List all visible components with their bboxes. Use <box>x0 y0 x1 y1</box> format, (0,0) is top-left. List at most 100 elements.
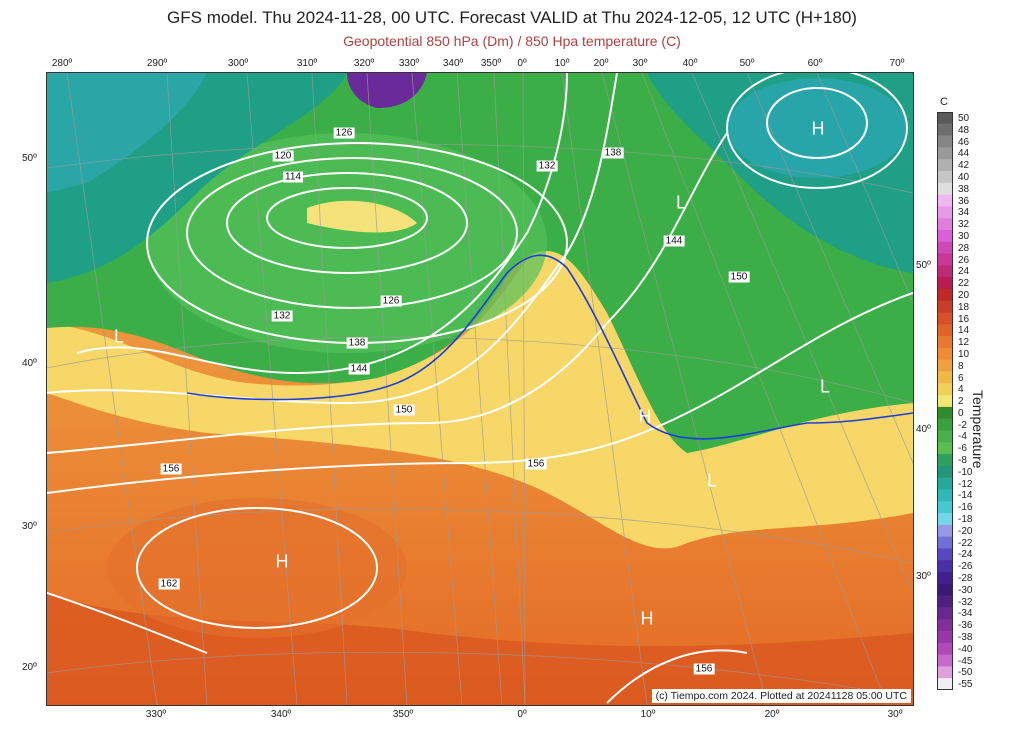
legend-label: 24 <box>958 266 970 278</box>
legend-swatch <box>937 524 953 538</box>
weather-map[interactable]: H H H H L L L L 114 120 126 126 132 132 … <box>46 72 914 706</box>
legend-swatch <box>937 536 953 549</box>
legend-label: -16 <box>958 502 973 514</box>
contour-label: 126 <box>380 295 402 307</box>
contour-label: 114 <box>283 171 303 183</box>
pressure-center-low: L <box>675 192 687 213</box>
legend-label: -14 <box>958 490 973 502</box>
legend-swatch <box>937 406 953 420</box>
legend-swatch <box>937 288 953 302</box>
legend-label: -20 <box>958 525 973 537</box>
legend-label: 48 <box>958 124 970 136</box>
legend-label: -50 <box>958 667 973 679</box>
legend-swatch <box>937 159 953 172</box>
legend-swatch <box>937 654 953 667</box>
temperature-field-greenland <box>347 73 427 108</box>
legend-swatch <box>937 489 953 502</box>
bottom-lon-label: 10º <box>640 709 656 720</box>
contour-label: 120 <box>272 150 294 162</box>
legend-swatch <box>937 347 953 361</box>
legend-swatch <box>937 642 953 656</box>
right-lat-label: 50º <box>916 260 931 271</box>
legend-label: 4 <box>958 384 964 396</box>
contour-label: 150 <box>393 404 415 416</box>
top-lon-label: 50º <box>739 58 755 69</box>
warm-sector <box>307 200 417 233</box>
bottom-lon-label: 340º <box>270 709 292 720</box>
legend-swatch <box>937 312 953 325</box>
legend-label: 38 <box>958 183 970 195</box>
legend-swatch <box>937 123 953 137</box>
legend-label: 42 <box>958 160 970 172</box>
legend-label: -55 <box>958 679 973 691</box>
legend-label: 34 <box>958 207 970 219</box>
chart-subtitle: Geopotential 850 hPa (Dm) / 850 Hpa temp… <box>343 33 681 49</box>
pressure-center-low: L <box>706 470 718 491</box>
top-lon-label: 20º <box>593 58 609 69</box>
top-lon-label: 350º <box>480 58 502 69</box>
bottom-lon-label: 30º <box>887 709 903 720</box>
legend-swatch <box>937 442 953 455</box>
contour-label: 132 <box>536 160 558 172</box>
top-lon-label: 340º <box>442 58 464 69</box>
left-lat-label: 30º <box>22 521 37 532</box>
graticule <box>47 73 913 705</box>
legend-label: -45 <box>958 655 973 667</box>
legend-label: 20 <box>958 289 970 301</box>
legend-label: 0 <box>958 407 964 419</box>
legend-label: 50 <box>958 113 970 124</box>
contour-label: 156 <box>160 463 182 475</box>
legend-swatch <box>937 253 953 266</box>
legend-swatch <box>937 513 953 526</box>
credit-text: (c) Tiempo.com 2024. Plotted at 20241128… <box>651 689 911 703</box>
temperature-field-hot <box>47 593 913 705</box>
legend-swatch <box>937 583 953 597</box>
legend-label: 14 <box>958 325 970 337</box>
top-lon-label: 290º <box>146 58 168 69</box>
contour-label: 132 <box>271 310 293 322</box>
contour-label: 156 <box>693 663 715 675</box>
left-lat-label: 40º <box>22 358 37 369</box>
top-lon-label: 40º <box>682 58 698 69</box>
legend-swatch <box>937 595 953 608</box>
legend-label: 22 <box>958 278 970 290</box>
legend-swatch <box>937 265 953 278</box>
legend-swatch <box>937 194 953 207</box>
legend-label: -26 <box>958 561 973 573</box>
legend-swatch <box>937 418 953 431</box>
legend-swatch <box>937 336 953 349</box>
legend-label: -10 <box>958 466 973 478</box>
legend-swatch <box>937 218 953 231</box>
legend-swatch <box>937 206 953 219</box>
legend-label: 16 <box>958 313 970 325</box>
chart-title: GFS model. Thu 2024-11-28, 00 UTC. Forec… <box>167 8 857 27</box>
legend-label: 46 <box>958 136 970 148</box>
legend-label: 26 <box>958 254 970 266</box>
legend-label: 8 <box>958 360 964 372</box>
legend-label: 40 <box>958 171 970 183</box>
legend-label: 28 <box>958 242 970 254</box>
legend-label: 36 <box>958 195 970 207</box>
bottom-lon-label: 350º <box>392 709 414 720</box>
contour-label: 144 <box>348 363 370 375</box>
top-lon-label: 300º <box>227 58 249 69</box>
temperature-colorbar <box>937 112 953 690</box>
legend-swatch <box>937 112 953 125</box>
legend-label: 44 <box>958 148 970 160</box>
legend-label: 18 <box>958 301 970 313</box>
legend-label: 30 <box>958 230 970 242</box>
bottom-lon-label: 20º <box>764 709 780 720</box>
legend-label: -38 <box>958 632 973 644</box>
contour-label: 138 <box>602 147 624 159</box>
left-lat-label: 20º <box>22 662 37 673</box>
legend-label: 6 <box>958 372 964 384</box>
legend-swatch <box>937 300 953 314</box>
legend-swatch <box>937 395 953 408</box>
legend-swatch <box>937 371 953 384</box>
legend-swatch <box>937 430 953 443</box>
legend-swatch <box>937 359 953 373</box>
top-lon-label: 30º <box>632 58 648 69</box>
legend-label: -40 <box>958 643 973 655</box>
top-lon-label: 320º <box>353 58 375 69</box>
legend-label: -2 <box>958 419 967 431</box>
